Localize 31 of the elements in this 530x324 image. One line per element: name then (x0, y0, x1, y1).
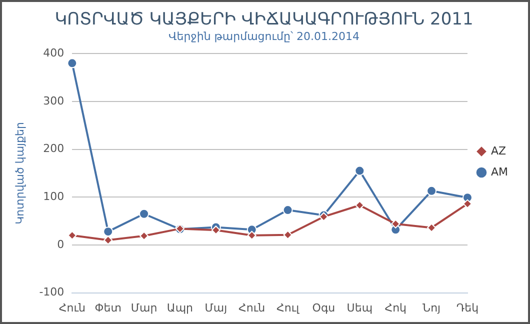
y-tick-label: 100 (43, 190, 64, 203)
point (426, 186, 437, 196)
y-tick-label: -100 (39, 286, 64, 299)
x-tick-label: Սեպ (346, 301, 373, 314)
x-tick-label: Ապր (166, 301, 194, 314)
x-tick-label: Նոյ (422, 301, 441, 314)
x-tick-label: Դեկ (456, 301, 479, 314)
y-tick-label: 200 (43, 142, 64, 156)
y-tick-label: 0 (57, 238, 64, 251)
x-tick-label: Օգս (312, 301, 336, 314)
point (139, 208, 150, 219)
legend-label: AM (490, 165, 508, 178)
point (67, 58, 78, 68)
x-tick-label: Հուն (58, 301, 86, 314)
x-tick-label: Մայ (204, 301, 228, 314)
x-tick-label: Մար (130, 301, 158, 314)
x-tick-label: Փետ (94, 301, 122, 314)
point (282, 205, 293, 216)
x-tick-label: Հոկ (384, 301, 407, 314)
legend-label: AZ (490, 144, 507, 158)
point (104, 236, 113, 245)
point (354, 166, 365, 176)
y-axis-title: Կոտրված կայքեր (13, 122, 26, 224)
chart-title: ԿՈՏՐՎԱԾ ԿԱՅՔԵՐԻ ՎԻՃԱԿԱԳՐՈՒԹՅՈՒՆ 2011 (54, 10, 474, 30)
x-tick-label: Հուն (238, 301, 266, 314)
x-tick-label: Հուլ (276, 301, 300, 314)
point (103, 226, 114, 237)
chart-subtitle: Վերջին թարմացումը՝ 20.01.2014 (168, 30, 360, 43)
y-tick-label: 300 (43, 94, 64, 108)
point (247, 230, 256, 240)
y-tick-label: 400 (43, 46, 64, 60)
